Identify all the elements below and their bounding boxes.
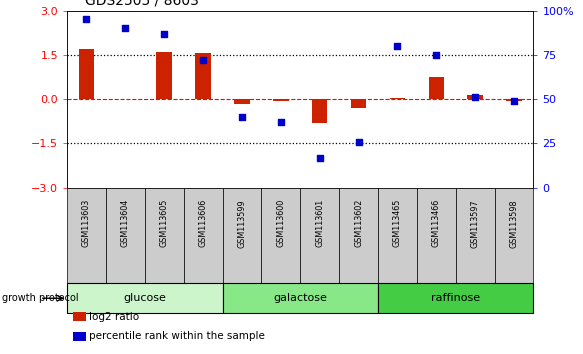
Bar bbox=[79, 49, 94, 99]
Bar bbox=[234, 99, 250, 104]
Bar bbox=[67, 283, 223, 313]
Bar bbox=[67, 188, 106, 283]
Point bbox=[470, 95, 480, 100]
Bar bbox=[351, 99, 366, 108]
Bar bbox=[378, 188, 417, 283]
Text: GSM113600: GSM113600 bbox=[276, 199, 285, 247]
Point bbox=[431, 52, 441, 58]
Bar bbox=[300, 188, 339, 283]
Text: GSM113466: GSM113466 bbox=[432, 199, 441, 247]
Bar bbox=[106, 188, 145, 283]
Text: GSM113605: GSM113605 bbox=[160, 199, 168, 247]
Text: GDS2505 / 8603: GDS2505 / 8603 bbox=[85, 0, 198, 7]
Bar bbox=[223, 188, 261, 283]
Bar bbox=[184, 188, 223, 283]
Bar bbox=[429, 77, 444, 99]
Bar bbox=[378, 283, 533, 313]
Bar bbox=[389, 98, 405, 99]
Bar bbox=[417, 188, 456, 283]
Text: GSM113601: GSM113601 bbox=[315, 199, 324, 247]
Text: GSM113604: GSM113604 bbox=[121, 199, 130, 247]
Text: GSM113606: GSM113606 bbox=[199, 199, 208, 247]
Text: GSM113598: GSM113598 bbox=[510, 199, 518, 247]
Text: glucose: glucose bbox=[124, 293, 166, 303]
Point bbox=[198, 57, 208, 63]
Point bbox=[510, 98, 519, 104]
Bar bbox=[494, 188, 533, 283]
Bar bbox=[156, 52, 172, 99]
Text: percentile rank within the sample: percentile rank within the sample bbox=[89, 331, 265, 341]
Bar bbox=[223, 283, 378, 313]
Text: GSM113465: GSM113465 bbox=[393, 199, 402, 247]
Bar bbox=[145, 188, 184, 283]
Text: galactose: galactose bbox=[273, 293, 327, 303]
Text: GSM113599: GSM113599 bbox=[237, 199, 247, 248]
Bar bbox=[456, 188, 494, 283]
Bar bbox=[261, 188, 300, 283]
Bar bbox=[312, 99, 328, 123]
Bar bbox=[468, 95, 483, 99]
Bar bbox=[506, 99, 522, 101]
Point bbox=[393, 43, 402, 49]
Text: GSM113602: GSM113602 bbox=[354, 199, 363, 247]
Point bbox=[82, 17, 91, 22]
Bar bbox=[273, 99, 289, 101]
Point bbox=[276, 119, 286, 125]
Bar bbox=[339, 188, 378, 283]
Point bbox=[160, 31, 169, 36]
Point bbox=[354, 139, 363, 144]
Text: raffinose: raffinose bbox=[431, 293, 480, 303]
Text: log2 ratio: log2 ratio bbox=[89, 312, 139, 322]
Point bbox=[121, 25, 130, 31]
Text: growth protocol: growth protocol bbox=[2, 293, 79, 303]
Point bbox=[315, 155, 324, 160]
Bar bbox=[195, 53, 211, 99]
Text: GSM113603: GSM113603 bbox=[82, 199, 91, 247]
Text: GSM113597: GSM113597 bbox=[470, 199, 480, 248]
Point bbox=[237, 114, 247, 120]
